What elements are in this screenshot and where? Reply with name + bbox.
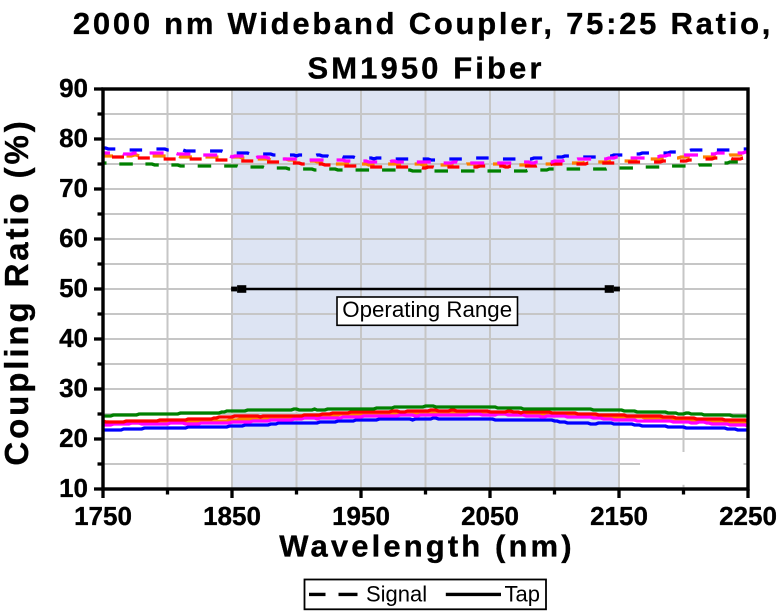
svg-text:2150: 2150 [590, 501, 648, 531]
svg-text:70: 70 [59, 173, 88, 203]
svg-text:1750: 1750 [74, 501, 132, 531]
svg-text:20: 20 [59, 423, 88, 453]
svg-text:Coupling Ratio (%): Coupling Ratio (%) [0, 118, 35, 465]
svg-text:1950: 1950 [332, 501, 390, 531]
svg-text:1850: 1850 [203, 501, 261, 531]
svg-text:2000 nm Wideband Coupler, 75:2: 2000 nm Wideband Coupler, 75:25 Ratio, [73, 6, 773, 41]
svg-text:40: 40 [59, 323, 88, 353]
svg-text:Wavelength (nm): Wavelength (nm) [279, 529, 574, 564]
svg-text:80: 80 [59, 123, 88, 153]
svg-text:90: 90 [59, 73, 88, 103]
svg-text:SM1950 Fiber: SM1950 Fiber [307, 51, 544, 86]
svg-text:2050: 2050 [461, 501, 519, 531]
svg-text:Operating Range: Operating Range [342, 297, 512, 322]
svg-text:30: 30 [59, 373, 88, 403]
svg-text:60: 60 [59, 223, 88, 253]
svg-text:50: 50 [59, 273, 88, 303]
svg-text:2250: 2250 [719, 501, 777, 531]
svg-text:Tap: Tap [505, 582, 540, 607]
svg-text:Signal: Signal [366, 582, 427, 607]
svg-text:10: 10 [59, 473, 88, 503]
